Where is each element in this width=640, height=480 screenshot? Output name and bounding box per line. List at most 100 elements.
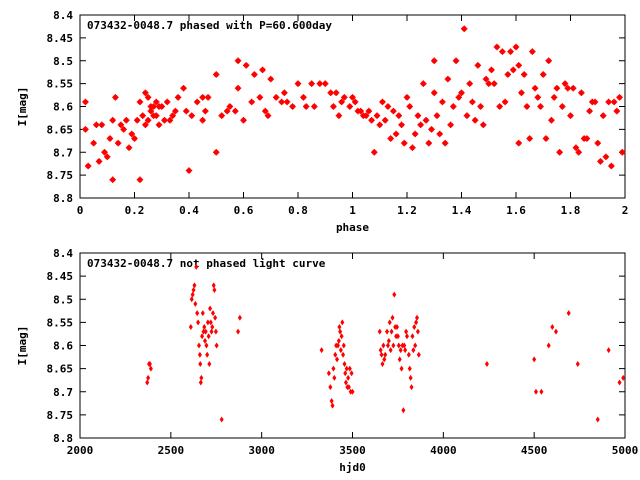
data-point — [583, 135, 591, 142]
data-point — [404, 328, 409, 335]
y-axis-label: I[mag] — [16, 87, 29, 127]
data-point — [112, 94, 119, 101]
data-point — [117, 121, 125, 128]
data-point — [415, 328, 420, 335]
x-tick-label: 4000 — [430, 444, 457, 457]
data-point — [578, 89, 585, 96]
data-point — [412, 324, 417, 330]
data-point — [441, 139, 449, 147]
data-point — [606, 347, 611, 354]
data-point — [331, 365, 336, 372]
data-point — [382, 117, 389, 124]
data-point — [389, 328, 394, 335]
y-axis-label: I[mag] — [16, 326, 29, 366]
data-point — [146, 374, 151, 381]
data-point — [144, 94, 152, 101]
data-point — [433, 112, 441, 119]
data-point — [316, 80, 323, 87]
data-point — [120, 126, 127, 133]
data-point — [444, 75, 452, 83]
data-point — [608, 162, 615, 170]
data-point — [610, 98, 618, 106]
data-point — [594, 139, 601, 147]
data-point — [556, 149, 563, 156]
y-tick-label: 8.65 — [47, 363, 74, 376]
data-point — [174, 94, 182, 101]
data-point — [202, 324, 207, 330]
data-point — [319, 347, 324, 354]
data-point — [371, 149, 378, 156]
data-point — [204, 94, 212, 101]
data-point — [199, 117, 206, 124]
data-point — [327, 89, 334, 96]
data-point — [213, 328, 218, 335]
data-point — [164, 98, 171, 106]
data-point — [333, 351, 338, 358]
data-point — [379, 98, 386, 106]
data-point — [391, 342, 396, 349]
phased-light-curve-chart: 0 0.2 0.4 0.6 0.8 1 1.2 1.4 1.6 1.8 2 8.4 8.45 8.5 8.5… — [16, 9, 628, 234]
x-tick-label: 1.8 — [561, 204, 581, 217]
data-point — [104, 153, 111, 161]
data-point — [264, 112, 272, 119]
data-point — [550, 94, 558, 101]
y-tick-label: 8.5 — [53, 55, 73, 68]
data-point — [109, 117, 116, 124]
data-point — [188, 324, 193, 330]
data-point — [422, 117, 430, 124]
data-point — [392, 130, 400, 138]
data-point — [262, 107, 269, 115]
data-point — [515, 62, 522, 69]
data-point — [452, 57, 460, 64]
data-point — [189, 296, 194, 303]
data-point — [381, 342, 386, 349]
data-point — [248, 98, 255, 106]
data-point — [283, 98, 291, 106]
data-point — [597, 158, 604, 165]
x-tick-label: 1.4 — [452, 204, 472, 217]
data-point — [169, 112, 176, 119]
data-point — [414, 314, 419, 321]
data-point — [145, 379, 150, 386]
data-point — [302, 103, 310, 110]
data-point — [417, 121, 424, 128]
data-point — [617, 379, 622, 386]
data-point — [198, 379, 203, 386]
data-point — [409, 384, 414, 391]
data-point — [362, 112, 370, 119]
data-point — [382, 356, 387, 363]
x-axis-label: phase — [336, 221, 369, 234]
x-tick-label: 4500 — [521, 444, 548, 457]
data-point — [546, 342, 551, 349]
data-point — [496, 103, 503, 110]
y-tick-label: 8.5 — [53, 293, 73, 306]
data-point — [378, 347, 383, 354]
data-point — [395, 112, 403, 119]
data-point — [466, 80, 473, 87]
y-tick-label: 8.8 — [53, 432, 73, 445]
x-tick-label: 1.2 — [397, 204, 417, 217]
data-point — [210, 310, 215, 317]
data-point — [586, 107, 593, 115]
data-point — [600, 112, 607, 119]
data-point — [289, 103, 296, 110]
data-point — [150, 103, 157, 110]
data-point — [197, 351, 202, 358]
data-point — [533, 388, 538, 395]
data-point — [553, 85, 561, 92]
data-point — [214, 342, 219, 349]
data-point — [142, 89, 149, 96]
data-point — [499, 48, 506, 55]
data-point — [413, 342, 418, 349]
y-tick-label: 8.75 — [47, 169, 74, 182]
data-point — [343, 379, 348, 386]
data-point — [332, 374, 337, 381]
data-point — [390, 314, 395, 321]
data-point — [564, 85, 571, 92]
y-tick-label: 8.4 — [53, 9, 73, 22]
data-point — [398, 121, 405, 128]
data-point — [403, 347, 408, 354]
data-point — [210, 324, 215, 330]
data-point — [540, 71, 547, 78]
data-point — [101, 149, 108, 156]
